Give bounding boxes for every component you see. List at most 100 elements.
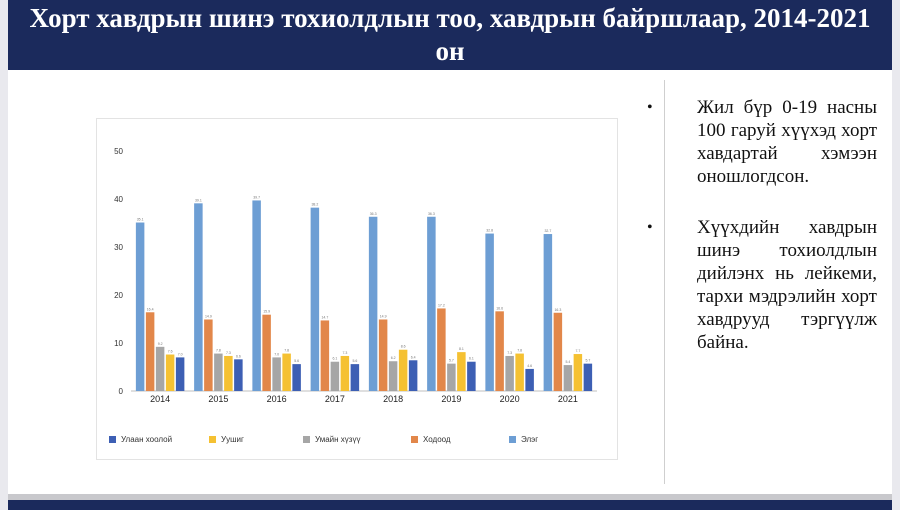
bar bbox=[310, 207, 320, 391]
x-tick-label: 2020 bbox=[500, 394, 520, 404]
bullet-text-2: Хүүхдийн хавдрын шинэ тохиолдлын дийлэнх… bbox=[697, 217, 877, 353]
bar-chart: 0 10 20 30 40 50 35.1 16.4 9.2 7.6 7.0 2014 39.1 14.9… bbox=[114, 147, 597, 404]
bar bbox=[457, 352, 466, 391]
bar bbox=[204, 319, 213, 391]
page-title: Хорт хавдрын шинэ тохиолдлын тоо, хавдры… bbox=[29, 3, 871, 66]
bar bbox=[350, 364, 360, 391]
bar bbox=[330, 361, 340, 391]
bullet-list: • Жил бүр 0-19 насны 100 гаруй хүүхэд хо… bbox=[645, 96, 877, 382]
chart-legend: Улаан хоолой Уушиг Умайн хүзүү Ходоод Элэг bbox=[107, 435, 607, 449]
legend-item: Умайн хүзүү bbox=[303, 435, 360, 444]
legend-label: Умайн хүзүү bbox=[315, 435, 361, 444]
data-label: 6.2 bbox=[391, 356, 396, 360]
legend-swatch bbox=[509, 436, 516, 443]
legend-label: Улаан хоолой bbox=[121, 435, 173, 444]
legend-item: Улаан хоолой bbox=[109, 435, 172, 444]
data-label: 38.2 bbox=[311, 203, 318, 207]
data-label: 7.3 bbox=[226, 351, 231, 355]
data-label: 7.8 bbox=[517, 349, 522, 353]
data-label: 7.8 bbox=[216, 349, 221, 353]
y-tick-label: 20 bbox=[114, 291, 123, 300]
bullet-item-1: • Жил бүр 0-19 насны 100 гаруй хүүхэд хо… bbox=[645, 96, 877, 188]
bar bbox=[467, 361, 476, 391]
bar bbox=[282, 353, 291, 391]
data-label: 6.1 bbox=[332, 357, 337, 361]
x-tick-label: 2021 bbox=[558, 394, 578, 404]
data-label: 16.3 bbox=[554, 308, 561, 312]
bar bbox=[165, 354, 175, 391]
data-label: 7.3 bbox=[342, 351, 347, 355]
bar bbox=[553, 312, 563, 391]
x-tick-label: 2016 bbox=[267, 394, 287, 404]
bar bbox=[175, 357, 185, 391]
y-tick-label: 10 bbox=[114, 339, 123, 348]
data-label: 39.7 bbox=[253, 195, 260, 199]
data-label: 5.7 bbox=[585, 359, 590, 363]
legend-label: Уушиг bbox=[221, 435, 244, 444]
data-label: 8.6 bbox=[401, 345, 406, 349]
data-label: 7.3 bbox=[507, 351, 512, 355]
bar bbox=[272, 357, 281, 391]
bar bbox=[224, 355, 233, 391]
bar bbox=[515, 353, 524, 391]
data-label: 32.7 bbox=[544, 229, 551, 233]
vertical-divider bbox=[664, 80, 665, 484]
bar bbox=[408, 360, 418, 391]
data-label: 36.3 bbox=[370, 212, 377, 216]
bar bbox=[368, 216, 378, 391]
bar bbox=[234, 359, 243, 391]
data-label: 5.4 bbox=[565, 360, 570, 364]
data-label: 16.6 bbox=[496, 306, 503, 310]
data-label: 9.2 bbox=[158, 342, 163, 346]
bullet-icon: • bbox=[647, 219, 653, 236]
bar bbox=[320, 320, 330, 391]
bar bbox=[145, 312, 155, 391]
bar bbox=[573, 354, 583, 391]
bar bbox=[194, 203, 203, 391]
x-tick-label: 2019 bbox=[441, 394, 461, 404]
x-tick-label: 2014 bbox=[150, 394, 170, 404]
bullet-text-1: Жил бүр 0-19 насны 100 гаруй хүүхэд хорт… bbox=[697, 97, 877, 187]
data-label: 5.6 bbox=[294, 359, 299, 363]
data-label: 35.1 bbox=[137, 218, 144, 222]
y-tick-label: 0 bbox=[119, 387, 124, 396]
legend-item: Ходоод bbox=[411, 435, 451, 444]
bar bbox=[378, 319, 388, 391]
data-label: 5.6 bbox=[352, 359, 357, 363]
data-label: 7.6 bbox=[168, 350, 173, 354]
bar bbox=[437, 308, 446, 391]
chart-container: 0 10 20 30 40 50 35.1 16.4 9.2 7.6 7.0 2014 39.1 14.9… bbox=[96, 118, 618, 460]
legend-swatch bbox=[209, 436, 216, 443]
bar bbox=[583, 363, 593, 391]
bullet-item-2: • Хүүхдийн хавдрын шинэ тохиолдлын дийлэ… bbox=[645, 216, 877, 354]
bar bbox=[292, 364, 301, 391]
legend-label: Элэг bbox=[521, 435, 539, 444]
bar bbox=[340, 355, 350, 391]
bar bbox=[388, 361, 398, 391]
data-label: 4.6 bbox=[527, 364, 532, 368]
data-label: 32.8 bbox=[486, 229, 493, 233]
data-label: 8.1 bbox=[459, 347, 464, 351]
bar bbox=[485, 233, 494, 391]
bar bbox=[135, 222, 145, 391]
y-tick-label: 50 bbox=[114, 147, 123, 156]
data-label: 14.9 bbox=[380, 314, 387, 318]
data-label: 17.2 bbox=[438, 303, 445, 307]
data-label: 7.8 bbox=[284, 349, 289, 353]
title-bar: Хорт хавдрын шинэ тохиолдлын тоо, хавдры… bbox=[8, 0, 892, 70]
data-label: 14.9 bbox=[205, 314, 212, 318]
y-tick-label: 30 bbox=[114, 243, 123, 252]
legend-label: Ходоод bbox=[423, 435, 451, 444]
footer-gray-strip bbox=[8, 494, 892, 500]
legend-item: Элэг bbox=[509, 435, 538, 444]
bar bbox=[525, 368, 534, 391]
bar bbox=[563, 365, 573, 391]
x-tick-label: 2018 bbox=[383, 394, 403, 404]
bar bbox=[543, 234, 553, 391]
footer-strip bbox=[8, 500, 892, 510]
bar bbox=[262, 314, 271, 391]
y-tick-label: 40 bbox=[114, 195, 123, 204]
data-label: 6.6 bbox=[236, 354, 241, 358]
bar bbox=[495, 311, 504, 391]
data-label: 6.1 bbox=[469, 357, 474, 361]
